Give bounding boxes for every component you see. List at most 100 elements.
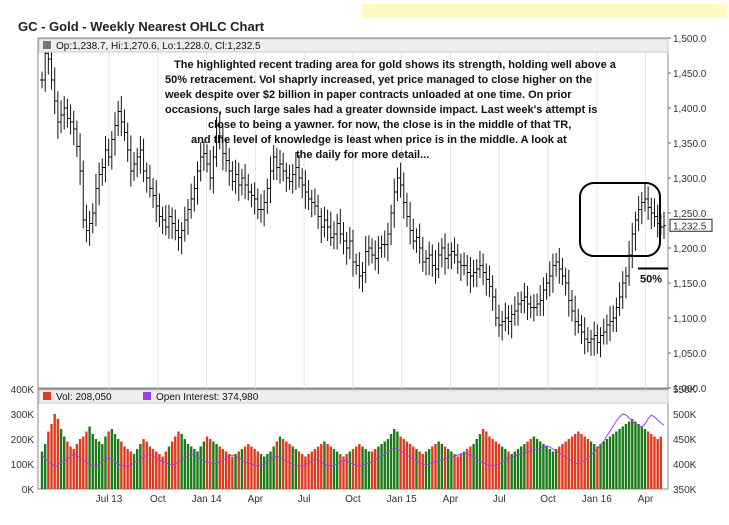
volume-bar [151,449,155,489]
volume-bar [659,436,663,489]
annotation-banner [362,4,727,18]
open-interest-line [41,413,665,468]
volume-bar [43,444,47,489]
volume-bar [361,446,364,489]
volume-bar [212,441,215,489]
volume-bar [107,431,110,489]
annotation-line-6: and the level of knowledge is least when… [191,134,567,146]
volume-bar [558,446,561,489]
price-y-tick-label: 1,500.0 [673,34,707,45]
price-y-tick-label: 1,350.0 [673,139,707,150]
volume-bar [354,446,358,489]
open-interest-y-tick-label: 500K [673,410,697,421]
volume-bar [523,444,526,489]
volume-bar [532,436,536,489]
volume-y-tick-label: 300K [11,410,35,421]
highlight-trading-range-box [579,182,661,257]
volume-bar [389,434,393,489]
volume-bar [129,451,133,489]
volume-bar [529,439,532,489]
volume-bar [78,439,82,489]
volume-bar [405,441,409,489]
price-legend-swatch [43,41,51,49]
volume-bar [88,426,91,489]
price-panel: 1,000.0 1,050.0 1,100.0 1,150.0 1,200.0 1,250… [37,34,713,489]
volume-bar [516,449,520,489]
volume-bar [618,429,621,489]
volume-bar [453,454,456,489]
volume-bar [202,441,206,489]
volume-bar [415,449,418,489]
volume-bar [82,436,85,489]
volume-bar [285,441,288,489]
fifty-percent-label: 50% [640,274,662,286]
volume-bar [497,444,501,489]
volume-bar [377,446,380,489]
volume-bar [637,424,640,489]
volume-bar [177,431,180,489]
volume-bar [627,421,631,489]
price-legend-box [38,38,669,53]
volume-bar [56,419,60,489]
volume-bar [402,439,405,489]
volume-bar [605,439,609,489]
open-interest-legend-swatch [143,392,151,400]
volume-y-tick-label: 100K [11,460,35,471]
annotation-line-4: occasions, such large sales had a greate… [165,104,597,116]
volume-bar [462,451,466,489]
volume-bar [421,454,425,489]
x-tick-label: Apr [248,494,264,505]
volume-bar [224,451,228,489]
volume-bar [383,441,386,489]
volume-bar [247,444,250,489]
x-tick-label: Jul 13 [96,494,123,505]
current-price-badge [669,218,713,232]
volume-bar [307,454,310,489]
volume-bar [253,449,256,489]
volume-bar [335,451,339,489]
volume-bar [174,436,177,489]
volume-bar [101,444,104,489]
volume-bar [608,436,612,489]
volume-bar [275,441,279,489]
volume-bar [94,439,98,489]
volume-bar [443,446,447,489]
volume-bar [653,436,656,489]
volume-bar [85,431,88,489]
current-price-label: 1,232.5 [673,221,707,232]
volume-bar [123,446,126,489]
volume-bar [221,449,225,489]
volume-y-axis-left: 0K 100K 200K 300K 400K [11,385,35,496]
volume-bar [304,456,307,489]
volume-bar [193,449,196,489]
volume-bar [589,441,593,489]
x-axis: Jul 13 Oct Jan 14 Apr Jul Oct Jan 15 Apr Jul Oct J… [96,494,654,505]
volume-bar [218,446,221,489]
volume-bar [158,454,161,489]
volume-bar [266,454,269,489]
volume-bar [475,439,478,489]
x-tick-label: Jan 16 [582,494,612,505]
volume-bar [364,449,367,489]
volume-bar [132,454,136,489]
volume-bar [351,449,355,489]
volume-bar [431,446,434,489]
volume-bar [491,439,494,489]
open-interest-y-tick-label: 550K [673,385,697,396]
price-y-tick-label: 1,300.0 [673,174,707,185]
volume-bar [481,429,485,489]
volume-bar [278,436,282,489]
price-y-tick-label: 1,400.0 [673,104,707,115]
chart-title: GC - Gold - Weekly Nearest OHLC Chart [18,19,265,34]
price-y-tick-label: 1,050.0 [673,349,707,360]
volume-bar [650,434,653,489]
volume-bar [320,444,323,489]
volume-bar [640,426,643,489]
price-y-tick-label: 1,250.0 [673,209,707,220]
volume-bar [69,446,72,489]
volume-bar [288,444,291,489]
open-interest-y-axis-right: 350K 400K 450K 500K 550K [673,385,697,496]
volume-bar [91,434,94,489]
volume-bar [50,424,53,489]
price-legend: Op:1,238.7, Hi:1,270.6, Lo:1,228.0, Cl:1… [56,41,261,52]
